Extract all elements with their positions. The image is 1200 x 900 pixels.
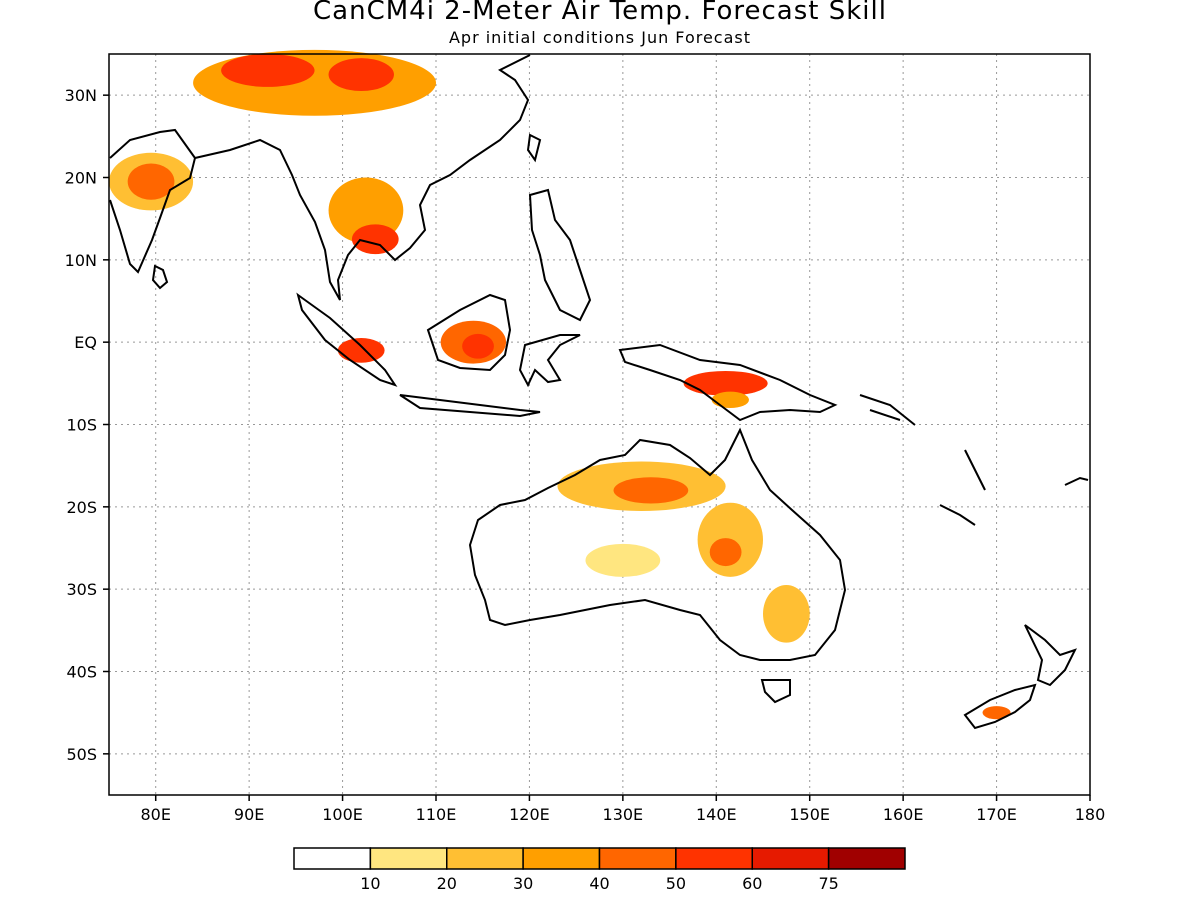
- coast-fiji: [1064, 476, 1089, 486]
- skill-blob: [351, 224, 399, 255]
- map-title: CanCM4i 2-Meter Air Temp. Forecast Skill: [313, 0, 887, 26]
- coast-sumatra: [296, 292, 398, 387]
- colorbar-swatch: [675, 847, 753, 870]
- skill-region-north-australia: [557, 461, 726, 511]
- coast-australia: [468, 427, 847, 661]
- lon-tick-label: 130E: [603, 805, 644, 824]
- lat-tick-label: 40S: [66, 663, 97, 682]
- lat-tick-label: 30S: [66, 580, 97, 599]
- skill-region-borneo: [440, 320, 507, 364]
- skill-region-indochina: [328, 177, 404, 255]
- colorbar-label: 30: [513, 874, 533, 893]
- lon-tick-label: 170E: [976, 805, 1017, 824]
- colorbar-label: 60: [742, 874, 762, 893]
- skill-region-sumatra: [337, 338, 385, 363]
- coast-nz-south: [963, 683, 1037, 730]
- coast-india: [109, 128, 197, 274]
- lat-tick-label: 10N: [65, 251, 97, 270]
- skill-blob: [585, 543, 661, 577]
- colorbar-swatch: [598, 847, 677, 870]
- skill-blob: [462, 333, 494, 359]
- lon-tick-label: 110E: [416, 805, 457, 824]
- lat-tick-label: 30N: [65, 86, 97, 105]
- plot-border: [108, 53, 1091, 796]
- coast-philippines: [528, 188, 592, 322]
- lat-tick-label: EQ: [74, 333, 97, 352]
- lon-tick-label: 140E: [696, 805, 737, 824]
- lon-tick-label: 160E: [883, 805, 924, 824]
- coast-new-caledonia: [939, 504, 976, 526]
- coast-asia: [194, 54, 531, 301]
- colorbar-label: 40: [589, 874, 609, 893]
- skill-blob: [328, 58, 394, 92]
- colorbar-label: 10: [360, 874, 380, 893]
- coast-solomon-islands: [859, 394, 916, 426]
- graticule: [109, 54, 1090, 795]
- map-frame: [108, 53, 1091, 796]
- coast-vanuatu: [964, 449, 986, 491]
- axis-ticks: 80E 90E 100E 110E 120E 130E 140E 150E 160E 170E 18…: [65, 86, 1106, 824]
- skill-blob: [711, 391, 749, 409]
- colorbar-swatch: [827, 847, 906, 870]
- map-subtitle: Apr initial conditions Jun Forecast: [448, 28, 752, 47]
- lon-tick-label: 100E: [322, 805, 363, 824]
- colorbar-label: 50: [666, 874, 686, 893]
- skill-blob: [683, 370, 768, 396]
- skill-blob: [221, 54, 315, 87]
- colorbar-swatch: [293, 847, 372, 870]
- skill-shading: [109, 49, 1011, 720]
- skill-blob: [982, 706, 1011, 720]
- lat-tick-label: 20S: [66, 498, 97, 517]
- lon-tick-label: 120E: [509, 805, 550, 824]
- skill-blob: [337, 338, 385, 363]
- coast-taiwan: [526, 133, 542, 163]
- skill-blob: [763, 585, 810, 643]
- lon-tick-label: 180: [1075, 805, 1106, 824]
- skill-blob: [193, 49, 436, 116]
- colorbar-swatch: [446, 847, 524, 870]
- skill-region-india: [109, 152, 194, 211]
- colorbar-swatch: [751, 847, 830, 870]
- lon-tick-label: 150E: [789, 805, 830, 824]
- colorbar-swatch: [522, 847, 601, 870]
- skill-blob: [709, 538, 742, 567]
- coast-nz-north: [1024, 624, 1077, 687]
- coast-new-guinea: [618, 343, 838, 422]
- coast-tasmania: [760, 679, 791, 704]
- skill-region-china: [193, 49, 436, 116]
- colorbar: 10 20 30 40 50 60 75: [293, 847, 906, 893]
- skill-blob: [127, 163, 175, 200]
- coast-java: [399, 394, 541, 418]
- skill-region-new-zealand: [982, 706, 1011, 720]
- coast-borneo: [426, 293, 512, 372]
- lat-tick-label: 50S: [66, 745, 97, 764]
- skill-region-east-australia: [697, 502, 810, 643]
- lat-tick-label: 10S: [66, 416, 97, 435]
- skill-region-new-guinea: [683, 370, 768, 409]
- lat-tick-label: 20N: [65, 169, 97, 188]
- coastlines: [109, 54, 1089, 730]
- lon-tick-label: 80E: [140, 805, 170, 824]
- skill-region-central-australia: [585, 543, 661, 577]
- lon-tick-label: 90E: [234, 805, 264, 824]
- skill-blob: [613, 477, 689, 504]
- colorbar-swatch: [369, 847, 448, 870]
- colorbar-label: 75: [818, 874, 838, 893]
- coast-sulawesi: [518, 334, 581, 388]
- coast-sri-lanka: [151, 264, 169, 290]
- colorbar-label: 20: [437, 874, 457, 893]
